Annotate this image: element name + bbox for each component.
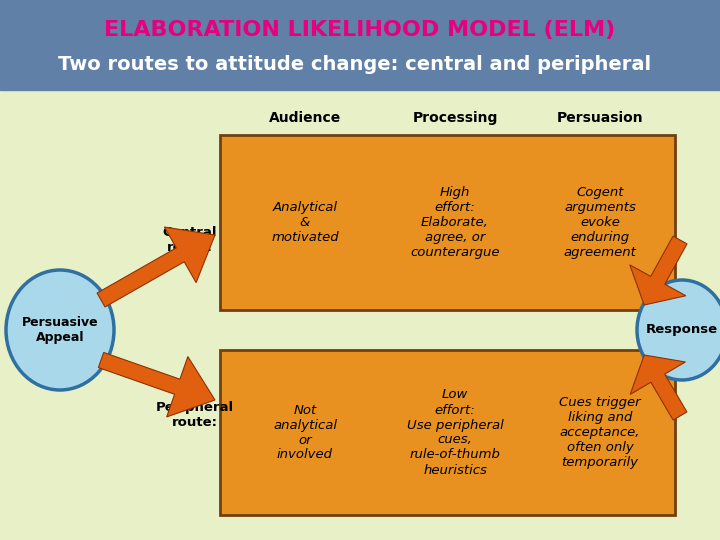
Text: Cogent
arguments
evoke
enduring
agreement: Cogent arguments evoke enduring agreemen… bbox=[564, 186, 636, 259]
Text: Two routes to attitude change: central and peripheral: Two routes to attitude change: central a… bbox=[58, 56, 652, 75]
Bar bbox=[220, 135, 675, 310]
Polygon shape bbox=[630, 355, 687, 420]
Text: Central
route:: Central route: bbox=[163, 226, 217, 254]
Text: Low
effort:
Use peripheral
cues,
rule-of-thumb
heuristics: Low effort: Use peripheral cues, rule-of… bbox=[407, 388, 503, 476]
Text: Not
analytical
or
involved: Not analytical or involved bbox=[273, 403, 337, 462]
Text: Audience: Audience bbox=[269, 111, 341, 125]
Polygon shape bbox=[97, 227, 215, 307]
Polygon shape bbox=[99, 353, 215, 417]
Text: Peripheral
route:: Peripheral route: bbox=[156, 401, 234, 429]
Bar bbox=[0, 0, 720, 90]
Text: Cues trigger
liking and
acceptance,
often only
temporarily: Cues trigger liking and acceptance, ofte… bbox=[559, 396, 641, 469]
Ellipse shape bbox=[637, 280, 720, 380]
Bar bbox=[220, 350, 675, 515]
Ellipse shape bbox=[6, 270, 114, 390]
Text: Processing: Processing bbox=[413, 111, 498, 125]
Text: Persuasive
Appeal: Persuasive Appeal bbox=[22, 316, 99, 344]
Text: Persuasion: Persuasion bbox=[557, 111, 643, 125]
Text: Analytical
&
motivated: Analytical & motivated bbox=[271, 201, 339, 244]
Text: ELABORATION LIKELIHOOD MODEL (ELM): ELABORATION LIKELIHOOD MODEL (ELM) bbox=[104, 20, 616, 40]
Text: High
effort:
Elaborate,
agree, or
counterargue: High effort: Elaborate, agree, or counte… bbox=[410, 186, 500, 259]
Text: Response: Response bbox=[646, 323, 718, 336]
Polygon shape bbox=[630, 236, 687, 305]
